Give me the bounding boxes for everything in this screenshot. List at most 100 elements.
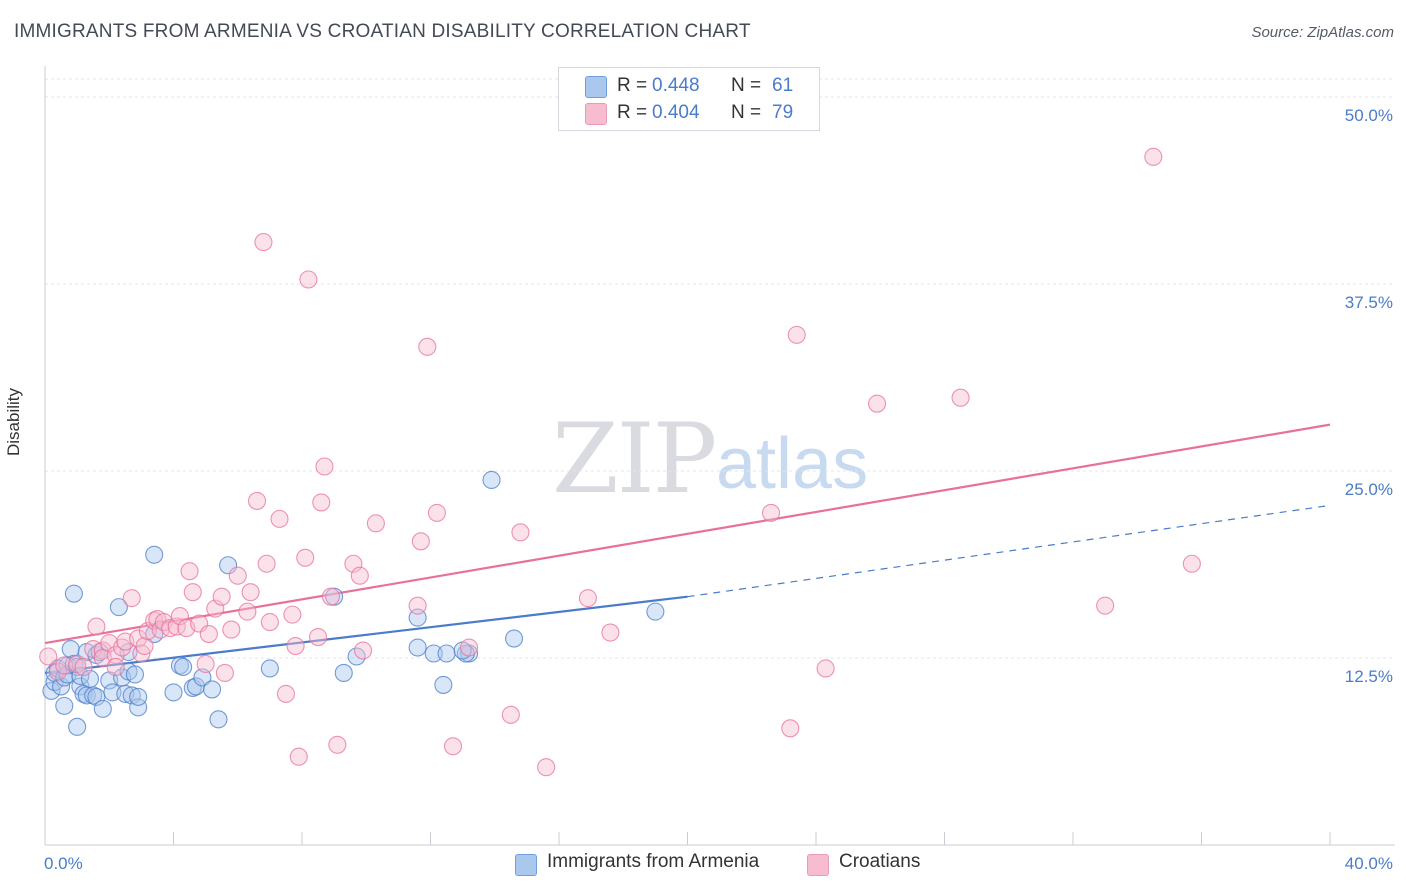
point-armenia [93, 699, 112, 718]
point-croatians [312, 493, 331, 512]
point-armenia [193, 668, 212, 687]
correlation-legend: R = 0.448 N = 61 R = 0.404 N = 79 [558, 67, 820, 131]
point-croatians [129, 629, 148, 648]
point-croatians [328, 735, 347, 754]
point-armenia [129, 687, 148, 706]
point-croatians [106, 657, 125, 677]
y-tick-label: 50.0% [1345, 106, 1393, 125]
bottom-legend-swatch-croatians [807, 854, 829, 876]
point-armenia [64, 584, 83, 603]
legend-swatch-armenia [585, 76, 607, 98]
source-label: Source: ZipAtlas.com [1251, 24, 1394, 41]
x-tick-label: 40.0% [1345, 854, 1393, 873]
legend-n-label: N = [731, 75, 762, 96]
point-croatians [167, 617, 186, 636]
point-armenia [646, 602, 665, 621]
y-tick-label: 25.0% [1345, 480, 1393, 499]
point-armenia [408, 638, 427, 657]
point-croatians [315, 457, 334, 476]
point-armenia [84, 686, 103, 705]
point-armenia [68, 717, 87, 736]
point-croatians [254, 233, 273, 252]
point-armenia [174, 657, 193, 677]
legend-r-value: 0.404 [652, 102, 700, 123]
watermark: ZIP atlas [552, 403, 868, 515]
point-croatians [578, 589, 597, 608]
point-croatians [228, 566, 247, 585]
point-croatians [296, 548, 315, 567]
point-croatians [443, 737, 463, 756]
point-croatians [418, 337, 437, 356]
point-croatians [537, 758, 556, 777]
trend-line-croatians [44, 423, 1331, 645]
point-armenia [55, 696, 74, 715]
point-croatians [867, 394, 887, 413]
point-croatians [276, 684, 295, 703]
point-croatians [1096, 596, 1115, 615]
point-armenia [482, 470, 501, 490]
point-croatians [309, 628, 328, 647]
point-croatians [787, 325, 806, 344]
point-armenia [434, 675, 453, 694]
point-croatians [222, 620, 241, 639]
point-croatians [501, 705, 520, 724]
point-croatians [241, 583, 260, 602]
point-croatians [951, 388, 970, 407]
point-croatians [511, 523, 530, 542]
point-croatians [196, 654, 215, 674]
point-croatians [145, 611, 164, 630]
point-armenia [109, 598, 128, 617]
legend-n-label: N = [731, 102, 762, 123]
data-points [39, 147, 1201, 777]
point-croatians [39, 647, 58, 666]
legend-r-label: R = [617, 102, 648, 123]
point-croatians [411, 532, 430, 551]
point-croatians [353, 641, 373, 660]
bottom-legend-label-armenia: Immigrants from Armenia [547, 851, 760, 872]
point-croatians [260, 613, 279, 632]
watermark-atlas: atlas [716, 424, 868, 504]
point-armenia [129, 698, 148, 717]
point-armenia [164, 683, 183, 702]
x-tick-label: 0.0% [44, 854, 83, 873]
point-croatians [816, 659, 835, 678]
y-tick-label: 37.5% [1345, 293, 1393, 312]
point-croatians [781, 719, 800, 738]
point-armenia [203, 680, 222, 699]
point-croatians [122, 589, 141, 608]
point-croatians [299, 270, 318, 289]
point-croatians [215, 663, 234, 683]
point-armenia [209, 710, 228, 729]
point-croatians [183, 583, 202, 602]
point-croatians [1144, 147, 1163, 166]
legend-swatch-croatians [585, 103, 607, 125]
legend-r-value: 0.448 [652, 75, 700, 96]
trend-lines [44, 423, 1331, 675]
point-croatians [283, 605, 302, 624]
trend-line-armenia-extension [687, 504, 1331, 598]
point-armenia [170, 656, 189, 675]
point-armenia [260, 659, 279, 678]
point-armenia [437, 644, 456, 663]
point-croatians [247, 491, 267, 510]
point-croatians [87, 617, 106, 636]
point-croatians [212, 587, 231, 606]
point-armenia [504, 629, 524, 648]
tick-labels: 12.5% 25.0% 37.5% 50.0% 0.0% 40.0% [44, 106, 1393, 873]
legend-n-value: 79 [772, 102, 794, 123]
point-croatians [408, 596, 427, 615]
point-armenia [334, 663, 353, 683]
axes [44, 66, 1395, 846]
point-croatians [286, 636, 305, 656]
point-croatians [1182, 554, 1201, 573]
point-croatians [270, 509, 289, 528]
legend-r-label: R = [617, 75, 648, 96]
trend-line-armenia [44, 595, 688, 675]
point-croatians [199, 625, 218, 644]
point-croatians [74, 657, 93, 677]
point-croatians [238, 602, 257, 621]
watermark-zip: ZIP [552, 403, 715, 515]
point-croatians [350, 566, 369, 585]
point-croatians [289, 747, 308, 766]
